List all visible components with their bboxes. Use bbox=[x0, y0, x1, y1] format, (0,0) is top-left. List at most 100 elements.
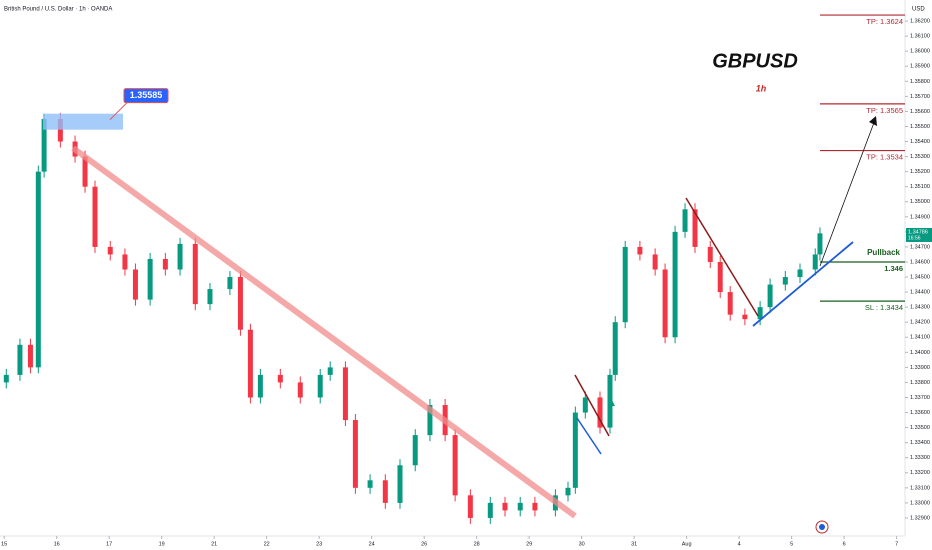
candle-body bbox=[41, 118, 47, 172]
candle-body bbox=[192, 243, 198, 305]
candle-body bbox=[297, 382, 303, 398]
x-tick-label: 26 bbox=[421, 541, 427, 547]
candle-body bbox=[707, 246, 713, 262]
candle-body bbox=[517, 502, 523, 511]
x-tick-label: Aug bbox=[682, 541, 692, 547]
x-tick-label: 31 bbox=[631, 541, 637, 547]
x-tick-label: 17 bbox=[106, 541, 112, 547]
y-tick-label: 1.34700 bbox=[910, 244, 930, 250]
candle-body bbox=[622, 246, 628, 323]
candle-body bbox=[812, 254, 818, 270]
y-tick-label: 1.35100 bbox=[910, 184, 930, 190]
candle-body bbox=[3, 374, 9, 383]
candle-body bbox=[612, 322, 618, 375]
x-tick-label: 24 bbox=[369, 541, 375, 547]
candle-body bbox=[27, 344, 33, 368]
pullback-label: Pullback bbox=[867, 248, 900, 257]
x-tick-label: 15 bbox=[1, 541, 7, 547]
y-tick-label: 1.35300 bbox=[910, 154, 930, 160]
candle-body bbox=[797, 269, 803, 278]
level-label: 1.346 bbox=[884, 264, 903, 273]
peak-label: 1.35585 bbox=[130, 90, 163, 100]
candle-body bbox=[227, 277, 233, 290]
candle-body bbox=[207, 289, 213, 305]
candle-body bbox=[467, 495, 473, 518]
candle-body bbox=[672, 231, 678, 338]
y-tick-label: 1.34600 bbox=[910, 259, 930, 265]
candle-body bbox=[257, 374, 263, 398]
x-tick-label: 7 bbox=[895, 541, 898, 547]
level-label: SL : 1.3434 bbox=[865, 303, 903, 312]
candle-body bbox=[132, 269, 138, 300]
candle-body bbox=[237, 277, 243, 330]
x-tick-label: 21 bbox=[211, 541, 217, 547]
x-tick-label: 4 bbox=[738, 541, 741, 547]
candle-body bbox=[412, 435, 418, 466]
candle-body bbox=[35, 171, 41, 368]
candle-body bbox=[502, 502, 508, 511]
y-tick-label: 1.32900 bbox=[910, 515, 930, 521]
candle-body bbox=[597, 397, 603, 428]
candle-body bbox=[652, 254, 658, 270]
candle-body bbox=[682, 209, 688, 232]
candle-body bbox=[487, 502, 493, 518]
y-tick-label: 1.33400 bbox=[910, 440, 930, 446]
candle-body bbox=[717, 261, 723, 293]
level-label: TP: 1.3534 bbox=[866, 153, 903, 162]
level-label: TP: 1.3624 bbox=[866, 17, 903, 26]
channel-line bbox=[685, 197, 759, 317]
x-tick-label: 19 bbox=[159, 541, 165, 547]
candle-body bbox=[727, 292, 733, 315]
y-tick-label: 1.34300 bbox=[910, 305, 930, 311]
candle-body bbox=[162, 258, 168, 270]
candle-body bbox=[327, 367, 333, 375]
support-line bbox=[752, 241, 854, 327]
x-tick-label: 6 bbox=[843, 541, 846, 547]
y-tick-label: 1.33200 bbox=[910, 470, 930, 476]
target-arrow bbox=[819, 119, 876, 267]
x-tick-label: 22 bbox=[264, 541, 270, 547]
candle-body bbox=[767, 284, 773, 308]
y-tick-label: 1.36200 bbox=[910, 19, 930, 25]
peak-label-box bbox=[123, 88, 169, 104]
x-tick-label: 29 bbox=[526, 541, 532, 547]
y-tick-label: 1.36100 bbox=[910, 34, 930, 40]
candle-body bbox=[692, 209, 698, 247]
y-tick-label: 1.33900 bbox=[910, 365, 930, 371]
y-tick-label: 1.34200 bbox=[910, 320, 930, 326]
y-tick-label: 1.35600 bbox=[910, 109, 930, 115]
candle-body bbox=[17, 344, 23, 375]
y-tick-label: 1.35200 bbox=[910, 169, 930, 175]
title: GBPUSD bbox=[712, 50, 798, 72]
candle-body bbox=[367, 480, 373, 488]
candle-body bbox=[572, 412, 578, 488]
x-tick-label: 5 bbox=[790, 541, 793, 547]
logo bbox=[815, 520, 829, 534]
y-tick-label: 1.33600 bbox=[910, 410, 930, 416]
subtitle: 1h bbox=[756, 83, 767, 93]
x-tick-label: 23 bbox=[316, 541, 322, 547]
candle-body bbox=[742, 314, 748, 320]
y-tick-label: 1.35500 bbox=[910, 124, 930, 130]
candle-body bbox=[277, 374, 283, 383]
candle-body bbox=[82, 156, 88, 187]
candle-body bbox=[317, 374, 323, 398]
candle-body bbox=[352, 420, 358, 488]
candle-body bbox=[382, 480, 388, 503]
y-tick-label: 1.35900 bbox=[910, 64, 930, 70]
peak-callout bbox=[109, 101, 129, 121]
y-tick-label: 1.34100 bbox=[910, 335, 930, 341]
candle-body bbox=[107, 246, 113, 255]
level-label: TP: 1.3565 bbox=[866, 106, 903, 115]
y-tick-label: 1.34900 bbox=[910, 214, 930, 220]
marker bbox=[609, 400, 615, 406]
candle-body bbox=[247, 329, 253, 398]
peak-zone bbox=[43, 113, 123, 130]
y-tick-label: 1.34400 bbox=[910, 290, 930, 296]
y-tick-label: 1.34500 bbox=[910, 274, 930, 280]
candle-body bbox=[582, 397, 588, 413]
candle-body bbox=[662, 269, 668, 338]
candle-body bbox=[607, 374, 613, 428]
